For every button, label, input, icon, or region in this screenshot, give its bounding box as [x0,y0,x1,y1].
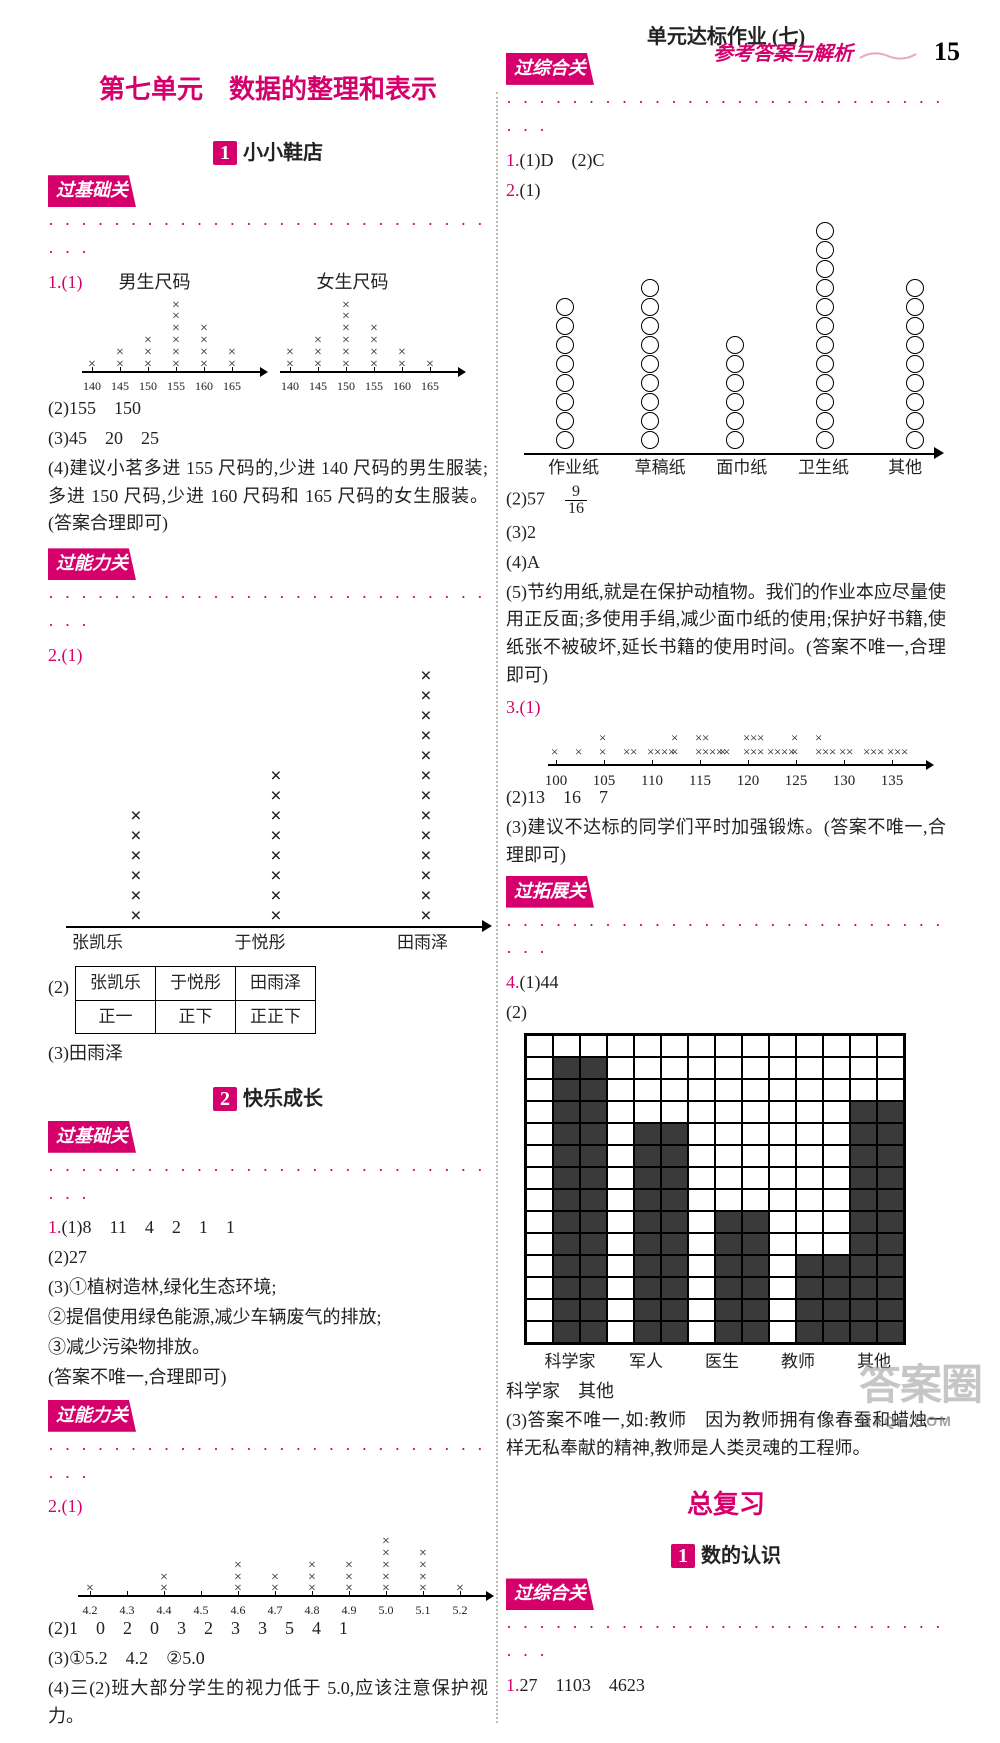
page-number: 15 [934,37,960,66]
tag-basic: 过基础关 · · · · · · · · · · · · · · · · · · … [48,175,488,267]
tag-zonghe-label: 过综合关 [506,53,594,85]
boys-dotplot: ×××××××××××××××××× 140145150155160165 [82,301,262,389]
section-2-heading: 2 快乐成长 [48,1084,488,1115]
q3-3d: (答案不唯一,合理即可) [48,1364,488,1392]
dotline: · · · · · · · · · · · · · · · · · · · · … [48,211,488,267]
frac-top: 9 [565,484,587,501]
r3-1-num: 3.(1) [506,697,541,717]
dotline: · · · · · · · · · · · · · · · · · · · · … [48,584,488,640]
dotline: · · · · · · · · · · · · · · · · · · · · … [506,912,946,968]
review-title: 总复习 [506,1485,946,1525]
review-section-title: 数的认识 [701,1545,781,1567]
girls-title: 女生尺码 [317,272,389,292]
bar-grid [524,1033,906,1345]
dotline: · · · · · · · · · · · · · · · · · · · · … [506,1614,946,1670]
q3-3b: ②提倡使用绿色能源,减少车辆废气的排放; [48,1304,488,1332]
tbl-h1: 张凯乐 [76,967,156,1000]
q2-2-row: (2) 张凯乐 于悦彤 田雨泽 正一 正下 正正下 [48,962,488,1038]
tag-ability-label-2: 过能力关 [48,1400,136,1432]
section-number-badge: 1 [213,141,237,165]
tag-ability-label: 过能力关 [48,548,136,580]
dotline: · · · · · · · · · · · · · · · · · · · · … [506,89,946,145]
unit-title: 第七单元 数据的整理和表示 [48,70,488,110]
section-2-title: 快乐成长 [243,1088,323,1110]
r2-2a: (2)57 [506,488,545,508]
q4-3: (3)①5.2 4.2 ②5.0 [48,1645,488,1673]
page-header: 参考答案与解析 15 [713,32,960,72]
r4-1: 4.(1)44 [506,969,946,997]
r3-3: (3)建议不达标的同学们平时加强锻炼。(答案不唯一,合理即可) [506,814,946,870]
section-1-title: 小小鞋店 [243,142,323,164]
boys-title: 男生尺码 [119,272,191,292]
girls-dotplot: ×××××××××××××××××× 140145150155160165 [280,301,460,389]
tag-basic-label: 过基础关 [48,175,136,207]
name-1: 张凯乐 [72,930,123,956]
q2-3: (3)田雨泽 [48,1040,488,1068]
q4-4: (4)三(2)班大部分学生的视力低于 5.0,应该注意保护视力。 [48,1675,488,1731]
name-2: 于悦彤 [235,930,286,956]
r2-5: (5)节约用纸,就是在保护动植物。我们的作业本应尽量使用正反面;多使用手绢,减少… [506,579,946,691]
q2-x-chart: ××××××××××××××××××××××××××× [66,678,484,928]
height-dotplot: ××××××××××××××××××××××××××××××××××××××××… [548,724,946,764]
right-column: 单元达标作业 (七) 过综合关· · · · · · · · · · · · ·… [498,22,954,1733]
r1-1: 1.(1)D (2)C [506,147,946,175]
r4-2-label: (2) [506,999,946,1027]
header-title: 参考答案与解析 [713,39,853,70]
frac-bot: 16 [565,501,587,517]
q1-1-label: 1.(1) 男生尺码 女生尺码 [48,269,488,297]
r2-3: (3)2 [506,519,946,547]
left-column: 第七单元 数据的整理和表示 1 小小鞋店 过基础关 · · · · · · · · … [40,22,496,1733]
height-axis: 100105110115120125130135 [548,764,946,782]
q2-x-labels: 张凯乐 于悦彤 田雨泽 [48,928,488,956]
tbl-h2: 于悦彤 [156,967,236,1000]
review-section-heading: 1 数的认识 [506,1541,946,1572]
dotline: · · · · · · · · · · · · · · · · · · · · … [48,1436,488,1492]
watermark-text: 答案圈 [859,1361,982,1408]
tag-zonghe-2: 过综合关 · · · · · · · · · · · · · · · · · · … [506,1578,946,1670]
tbl-r1: 正一 [76,1000,156,1033]
tag-basic-2: 过基础关 · · · · · · · · · · · · · · · · · · … [48,1121,488,1213]
q2-table: 张凯乐 于悦彤 田雨泽 正一 正下 正正下 [75,966,316,1034]
q3-1: 1.1.(1)8 11 4 2 1 1(1)8 11 4 2 1 1 [48,1214,488,1242]
watermark: 答案圈 MXQE.COM [859,1352,982,1433]
q1-1-num: 1.(1) [48,272,83,292]
q1-4: (4)建议小茗多进 155 尺码的,少进 140 尺码的男生服装;多进 150 … [48,455,488,539]
tag-basic-label-2: 过基础关 [48,1121,136,1153]
name-3: 田雨泽 [397,930,448,956]
section-number-badge-2: 2 [213,1087,237,1111]
q1-2: (2)155 150 [48,395,488,423]
tbl-h3: 田雨泽 [236,967,316,1000]
q2-1-num: 2.(1) [48,645,83,665]
r2-2: (2)57 916 [506,484,946,517]
paper-labels: 作业纸草稿纸面巾纸卫生纸其他 [506,455,946,481]
r-last: 1.27 1103 4623 [506,1672,946,1700]
q3-2: (2)27 [48,1244,488,1272]
shoe-size-dotplots: ×××××××××××××××××× 140145150155160165 ××… [82,301,488,389]
review-section-num: 1 [671,1544,695,1568]
r3-1-label: 3.(1) [506,694,946,722]
section-1-heading: 1 小小鞋店 [48,138,488,169]
watermark-url: MXQE.COM [859,1411,982,1433]
tbl-r3: 正正下 [236,1000,316,1033]
tag-ability: 过能力关 · · · · · · · · · · · · · · · · · · … [48,548,488,640]
r2-4: (4)A [506,549,946,577]
dotline: · · · · · · · · · · · · · · · · · · · · … [48,1157,488,1213]
q3-3a: (3)①植树造林,绿化生态环境; [48,1274,488,1302]
tag-ability-2: 过能力关 · · · · · · · · · · · · · · · · · · … [48,1400,488,1492]
fraction: 916 [565,484,587,517]
tag-tuozhan-label: 过拓展关 [506,876,594,908]
decorative-swoosh [858,48,918,62]
q4-1-label: 2.(1) [48,1493,488,1521]
q2-2-label: (2) [48,974,69,1002]
q4-1-num: 2.(1) [48,1496,83,1516]
paper-circle-chart [524,210,936,455]
q1-3: (3)45 20 25 [48,425,488,453]
tag-zonghe-label-2: 过综合关 [506,1578,594,1610]
vision-dotplot: ×××××××××××××××××××××××× 4.24.34.44.54.6… [78,1525,488,1613]
tbl-r2: 正下 [156,1000,236,1033]
r2-1-label: 2.(1) [506,177,946,205]
q3-3c: ③减少污染物排放。 [48,1334,488,1362]
tag-tuozhan: 过拓展关 · · · · · · · · · · · · · · · · · · … [506,876,946,968]
